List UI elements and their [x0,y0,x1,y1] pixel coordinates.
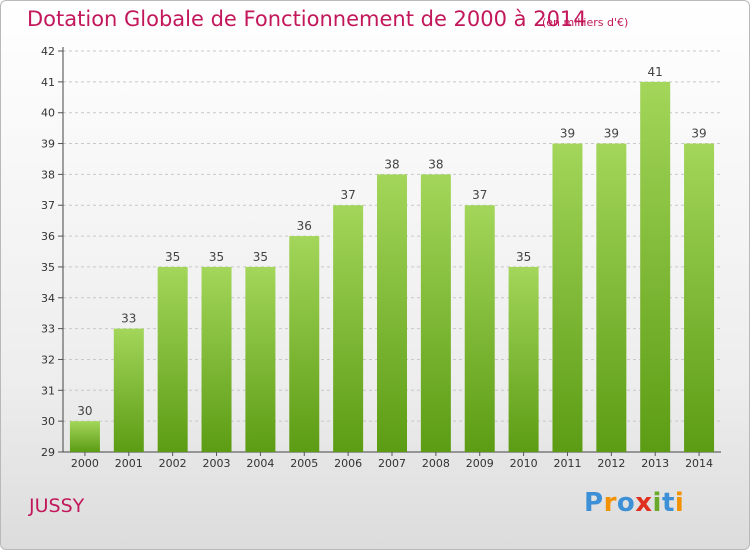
y-tick-label: 30 [41,415,55,428]
x-tick-label-2011: 2011 [553,457,581,470]
y-tick-label: 33 [41,323,55,336]
y-tick-label: 35 [41,261,55,274]
data-label-2007: 38 [384,157,399,171]
bar-2012 [596,143,627,453]
x-tick-label-2014: 2014 [685,457,713,470]
data-label-2008: 38 [428,157,443,171]
x-tick-label-2000: 2000 [71,457,99,470]
x-tick-label-2007: 2007 [378,457,406,470]
x-tick-label-2003: 2003 [203,457,231,470]
data-label-2003: 35 [209,250,224,264]
bar-2004 [245,266,276,452]
x-tick-label-2005: 2005 [290,457,318,470]
bar-2003 [201,266,232,452]
x-tick-label-2008: 2008 [422,457,450,470]
y-tick-label: 34 [41,292,55,305]
y-tick-label: 42 [41,45,55,58]
y-tick-label: 29 [41,446,55,459]
data-label-2012: 39 [604,127,619,141]
x-tick-label-2002: 2002 [159,457,187,470]
y-tick-label: 39 [41,138,55,151]
x-tick-label-2009: 2009 [466,457,494,470]
bar-2008 [420,174,451,452]
bar-2007 [377,174,407,452]
x-tick-label-2006: 2006 [334,457,362,470]
y-tick-label: 40 [41,107,55,120]
proxiti-logo[interactable]: Proxiti [584,488,685,518]
data-labels: 30 33 35 35 35 36 37 38 38 37 35 39 39 41 39 [77,65,706,418]
data-label-2006: 37 [340,188,355,202]
chart-unit: (en milliers d'€) [542,16,629,29]
bar-2002 [157,266,188,452]
data-label-2001: 33 [121,312,136,326]
bar-2013 [640,81,671,452]
y-tick-label: 41 [41,76,55,89]
bar-2010 [508,266,539,452]
data-label-2010: 35 [516,250,531,264]
data-label-2014: 39 [691,127,706,141]
bar-2014 [684,143,715,453]
bar-2005 [289,236,320,452]
bar-2001 [113,328,144,452]
data-label-2005: 36 [297,219,312,233]
y-tick-label: 32 [41,353,55,366]
y-tick-label: 37 [41,199,55,212]
x-tick-label-2012: 2012 [597,457,625,470]
data-label-2002: 35 [165,250,180,264]
bar-2000 [69,421,100,452]
bar-2006 [333,205,364,452]
commune-name: JUSSY [29,495,85,517]
bar-2009 [464,205,495,452]
axes: 29 30 31 32 33 34 35 36 37 38 39 40 41 42 2000 2001 2002… [41,45,721,470]
y-tick-label: 38 [41,168,55,181]
data-label-2011: 39 [560,127,575,141]
x-tick-label-2010: 2010 [510,457,538,470]
y-tick-label: 36 [41,230,55,243]
data-label-2000: 30 [77,404,92,418]
y-tick-label: 31 [41,384,55,397]
bar-2011 [552,143,583,453]
x-tick-label-2001: 2001 [115,457,143,470]
bars [69,81,715,453]
data-label-2009: 37 [472,188,487,202]
data-label-2013: 41 [648,65,663,79]
x-tick-label-2004: 2004 [246,457,274,470]
x-tick-label-2013: 2013 [641,457,669,470]
data-label-2004: 35 [253,250,268,264]
chart-title: Dotation Globale de Fonctionnement de 20… [27,7,587,31]
